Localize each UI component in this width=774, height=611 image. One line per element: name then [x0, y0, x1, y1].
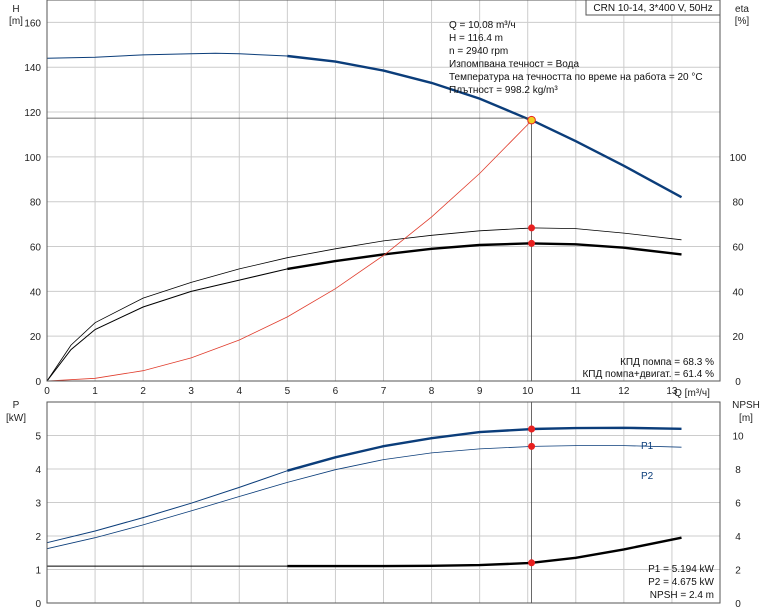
upper-right-tick-label: 100: [730, 153, 747, 164]
info-liquid: Изпомпвана течност = Вода: [449, 59, 579, 70]
p2-text: P2 = 4.675 kW: [648, 577, 714, 588]
lower-left-tick-label: 4: [35, 465, 41, 476]
operating-info: Q = 10.08 m³/ч H = 116.4 m n = 2940 rpm …: [449, 20, 703, 96]
lower-left-axis-label-2: [kW]: [6, 413, 26, 424]
upper-left-tick-label: 40: [30, 287, 42, 298]
x-tick-label: 5: [285, 386, 291, 397]
lower-right-tick-label: 6: [735, 499, 741, 510]
lower-right-tick-label: 10: [732, 432, 744, 443]
curve-eta_total: [46, 242, 682, 382]
upper-left-tick-label: 160: [24, 18, 41, 29]
x-tick-label: 12: [618, 386, 630, 397]
upper-right-axis-label-1: eta: [735, 4, 749, 15]
curve-P1-duty: [287, 426, 682, 472]
upper-right-tick-label: 60: [732, 243, 744, 254]
curve-P2: [46, 445, 682, 550]
lower-grid: [46, 402, 720, 604]
npsh-text: NPSH = 2.4 m: [650, 590, 714, 601]
upper-left-tick-label: 20: [30, 332, 42, 343]
lower-right-tick-label: 8: [735, 465, 741, 476]
x-tick-label: 11: [571, 386, 582, 397]
info-temperature: Температура на течността по време на раб…: [449, 71, 703, 83]
x-tick-label: 2: [140, 386, 146, 397]
eff-pump-text: КПД помпа = 68.3 %: [620, 357, 714, 368]
upper-left-axis-label-2: [m]: [9, 16, 23, 27]
marker-P1: [528, 425, 536, 433]
info-n: n = 2940 rpm: [449, 46, 508, 57]
upper-left-tick-label: 140: [24, 63, 41, 74]
upper-left-axis-label-1: H: [12, 4, 19, 15]
upper-left-tick-label: 0: [35, 377, 41, 388]
lower-left-tick-label: 5: [35, 432, 41, 443]
x-tick-label: 1: [92, 386, 98, 397]
lower-left-tick-label: 1: [35, 566, 41, 577]
curve-eta_total-duty: [287, 242, 682, 271]
info-h: H = 116.4 m: [449, 33, 503, 44]
info-density: Плътност = 998.2 kg/m³: [449, 85, 558, 96]
x-tick-label: 8: [429, 386, 435, 397]
lower-left-tick-label: 0: [35, 599, 41, 610]
upper-right-axis-label-2: [%]: [735, 16, 750, 27]
title-box-text: CRN 10-14, 3*400 V, 50Hz: [593, 3, 712, 14]
x-axis-label: Q [m³/ч]: [674, 388, 710, 399]
lower-left-tick-label: 3: [35, 499, 41, 510]
x-tick-label: 13: [666, 386, 678, 397]
operating-point-markers: [527, 115, 536, 567]
lower-left-tick-label: 2: [35, 532, 41, 543]
upper-left-tick-label: 100: [24, 153, 41, 164]
lower-right-tick-label: 0: [735, 599, 741, 610]
upper-left-tick-label: 120: [24, 108, 41, 119]
curve-NPSH-duty: [287, 536, 682, 568]
x-tick-label: 0: [44, 386, 50, 397]
curve-system: [46, 119, 532, 382]
lower-left-axis-label-1: P: [13, 400, 20, 411]
info-q: Q = 10.08 m³/ч: [449, 20, 516, 31]
lower-plot-frame: [46, 401, 721, 604]
lower-right-tick-label: 2: [735, 566, 741, 577]
duty-point-marker: [527, 115, 536, 125]
upper-right-tick-label: 20: [732, 332, 744, 343]
x-tick-label: 6: [333, 386, 339, 397]
upper-right-tick-label: 40: [732, 287, 744, 298]
lower-right-tick-label: 4: [735, 532, 741, 543]
marker-P2: [528, 442, 536, 450]
x-tick-label: 7: [381, 386, 387, 397]
x-tick-label: 10: [522, 386, 534, 397]
upper-left-tick-label: 60: [30, 243, 42, 254]
x-tick-label: 9: [477, 386, 483, 397]
curve-eta_pump: [46, 227, 682, 382]
upper-right-tick-label: 80: [732, 198, 744, 209]
x-tick-label: 4: [237, 386, 243, 397]
upper-right-tick-label: 0: [735, 377, 741, 388]
upper-plot-frame: [46, 0, 721, 382]
p2-series-label: P2: [641, 471, 654, 482]
p1-series-label: P1: [641, 441, 654, 452]
curve-head-duty: [287, 54, 683, 199]
lower-right-axis-label-2: [m]: [739, 413, 753, 424]
p1-text: P1 = 5.194 kW: [648, 564, 714, 575]
curve-layer: [46, 52, 683, 603]
x-tick-label: 3: [188, 386, 194, 397]
curve-NPSH: [47, 537, 682, 567]
tick-labels: 0 1 2 3 4 5 6 7 8 9 10 11 12 130204060801001201401600…: [24, 18, 746, 610]
marker-NPSH: [528, 559, 536, 567]
title-box: [585, 0, 721, 16]
upper-left-tick-label: 80: [30, 198, 42, 209]
eta-pump-marker: [528, 224, 536, 232]
upper-grid: [46, 0, 720, 382]
lower-right-axis-label-1: NPSH: [732, 400, 760, 411]
eff-total-text: КПД помпа+двигат. = 61.4 %: [582, 369, 714, 380]
eta-total-marker: [528, 239, 536, 247]
